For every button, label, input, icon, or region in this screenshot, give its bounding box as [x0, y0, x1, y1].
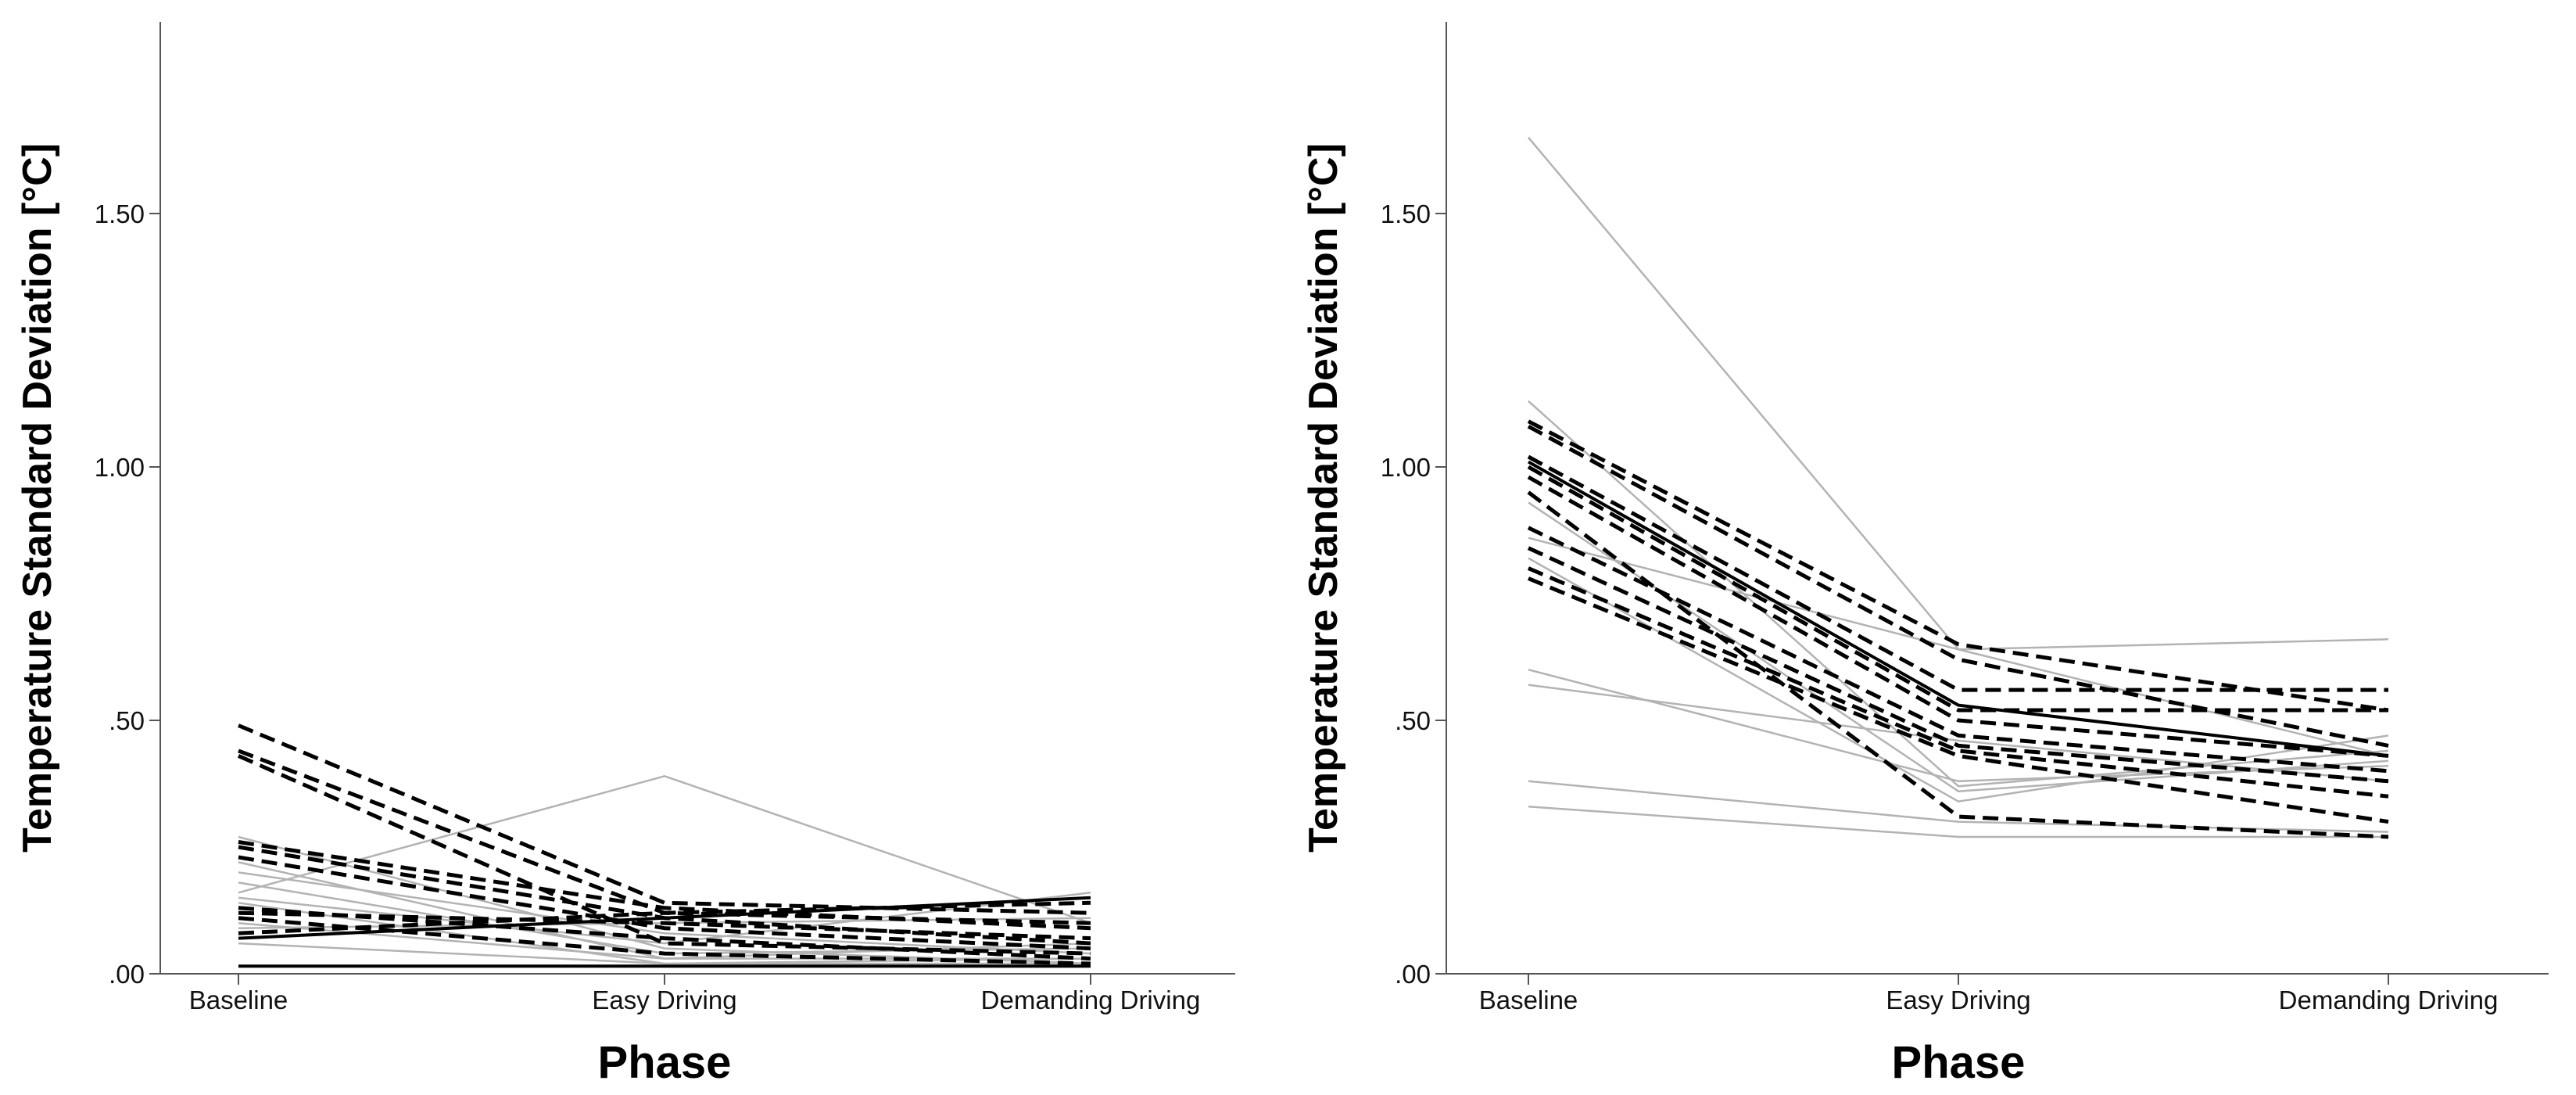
series-line-dashed-dashed-2 — [1527, 425, 2389, 748]
series-line-dashed-dashed-10 — [1528, 576, 2389, 824]
x-tick-label: Easy Driving — [592, 986, 736, 1014]
series-line-solid-solid-10 — [238, 942, 1091, 965]
series-line-solid-solid-8 — [1528, 780, 2389, 833]
series-line-dashed-dashed-8 — [1527, 546, 2389, 784]
series-line-dashed-dashed-7 — [1527, 526, 2389, 774]
series-line-dashed-dashed-4 — [1527, 465, 2388, 713]
series-line-solid-solid-1 — [1528, 136, 2389, 757]
y-axis-title: Temperature Standard Deviation [°C] — [1301, 143, 1346, 853]
series-line-solid-solid-6 — [1528, 668, 2389, 783]
series-line-dashed-dashed-3 — [237, 754, 1091, 956]
series-line-dashed-dashed-1 — [1527, 419, 2389, 713]
series-line-dashed-dashed-4 — [238, 840, 1091, 931]
series-line-solid-solid-3 — [238, 871, 1091, 955]
y-axis-title: Temperature Standard Deviation [°C] — [15, 143, 60, 853]
series-line-solid-solid-6 — [238, 892, 1091, 945]
series-line-dashed-dashed-8 — [238, 910, 1091, 941]
series-line-solid-solid-9 — [1528, 805, 2388, 838]
y-tick-label: .50 — [109, 706, 145, 735]
series-line-dashed-dashed-6 — [1527, 490, 2389, 839]
left-chart-panel: .00 .50 1.00 1.50 Baseline Easy Driving Demand… — [15, 22, 1235, 1088]
series-line-dashed-dashed-3 — [1527, 454, 2388, 692]
x-axis-title: Phase — [598, 1037, 732, 1088]
y-tick-label: .50 — [1395, 706, 1431, 735]
series-line-dashed-dashed-6 — [238, 855, 1091, 951]
y-tick-label: 1.50 — [95, 199, 145, 228]
series-line-solid-solid-5 — [1528, 557, 2389, 802]
y-tick-label: 1.00 — [1381, 453, 1431, 482]
series-line-solid-solid-1 — [238, 835, 1091, 965]
y-tick-label: .00 — [1395, 960, 1431, 989]
series-line-dashed-dashed-9 — [1528, 566, 2389, 799]
x-tick-label: Baseline — [1479, 986, 1578, 1014]
y-tick-label: 1.50 — [1381, 199, 1431, 228]
x-tick-label: Demanding Driving — [2279, 986, 2499, 1014]
x-tick-label: Demanding Driving — [981, 986, 1201, 1014]
series-line-solid-solid-3 — [1528, 501, 2389, 792]
series-line-solid-solid-5 — [238, 775, 1091, 924]
series-line-solid-solid-8 — [238, 921, 1091, 960]
y-tick-label: 1.00 — [95, 453, 145, 482]
series-line-dashed-dashed-9 — [238, 916, 1091, 966]
series-line-dashed-dashed-1 — [238, 723, 1091, 915]
series-line-dark-solid-dark-1 — [1528, 460, 2389, 758]
series-line-solid-solid-7 — [1528, 684, 2389, 783]
x-tick-label: Baseline — [189, 986, 288, 1014]
series-line-solid-solid-4 — [1528, 537, 2389, 651]
series-line-dashed-dashed-5 — [1527, 475, 2389, 758]
right-chart-panel: .00 .50 1.00 1.50 Baseline Easy Driving Demand… — [1301, 22, 2549, 1088]
y-tick-label: .00 — [109, 960, 145, 989]
series-line-solid-solid-2 — [1528, 400, 2389, 788]
x-axis-title: Phase — [1892, 1037, 2026, 1088]
x-tick-label: Easy Driving — [1886, 986, 2030, 1014]
series-line-dashed-dashed-10 — [238, 900, 1091, 935]
